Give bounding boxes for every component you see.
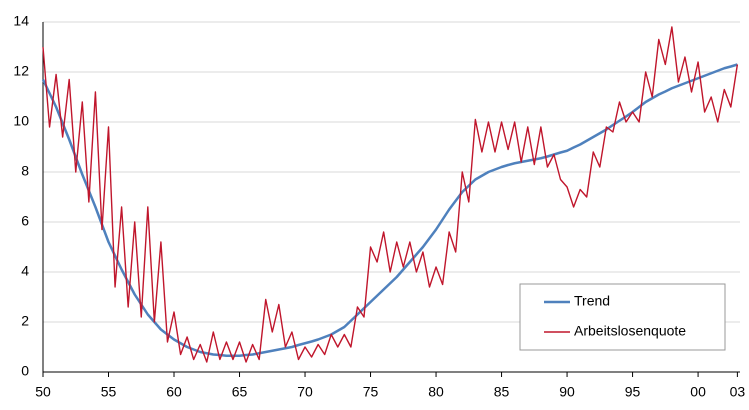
x-tick-label: 95 <box>625 384 641 400</box>
x-tick-label: 75 <box>363 384 379 400</box>
legend-box <box>519 283 726 351</box>
x-tick-label: 70 <box>297 384 313 400</box>
y-tick-label: 0 <box>21 363 29 379</box>
y-tick-label: 12 <box>13 63 29 79</box>
series-line <box>42 26 739 363</box>
x-tick-label: 60 <box>166 384 182 400</box>
legend-label: Arbeitslosenquote <box>574 323 686 339</box>
x-tick-label: 80 <box>428 384 444 400</box>
x-tick-label: 03 <box>730 384 746 400</box>
y-tick-label: 2 <box>21 313 29 329</box>
y-tick-label: 10 <box>13 113 29 129</box>
y-tick-label: 14 <box>13 13 29 29</box>
legend-label: Trend <box>574 293 610 309</box>
y-tick-label: 8 <box>21 163 29 179</box>
x-tick-label: 85 <box>494 384 510 400</box>
x-tick-label: 55 <box>101 384 117 400</box>
x-tick-label: 65 <box>232 384 248 400</box>
y-tick-label: 6 <box>21 213 29 229</box>
x-tick-label: 90 <box>559 384 575 400</box>
y-tick-label: 4 <box>21 263 29 279</box>
x-tick-label: 00 <box>690 384 706 400</box>
x-tick-label: 50 <box>35 384 51 400</box>
series-line <box>41 63 738 357</box>
legend: Trend Arbeitslosenquote <box>519 283 726 351</box>
